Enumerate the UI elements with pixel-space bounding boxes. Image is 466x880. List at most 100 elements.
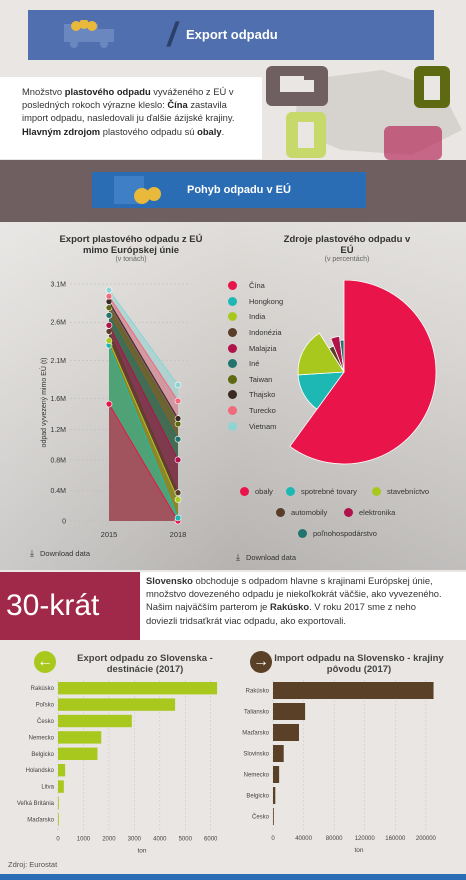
legend-swatch xyxy=(228,312,237,322)
legend-item[interactable]: Hongkong xyxy=(228,294,283,310)
bottom-section xyxy=(0,642,466,880)
legend-label: Iné xyxy=(249,359,260,369)
legend-swatch xyxy=(240,487,249,496)
legend-label: Malajzia xyxy=(249,343,277,353)
import-bar-chart: 0 40000 80000 120000 160000 200000 ton Rakúsko T… xyxy=(242,680,437,854)
series-line xyxy=(108,301,179,419)
series-line xyxy=(108,295,179,402)
bar[interactable] xyxy=(58,796,59,810)
legend-label: Turecko xyxy=(249,406,276,416)
x-tick-label: 2018 xyxy=(170,530,187,539)
bar[interactable] xyxy=(58,813,59,826)
data-point[interactable] xyxy=(105,312,113,319)
data-point[interactable] xyxy=(174,435,182,443)
legend-item[interactable]: Indonézia xyxy=(228,325,283,341)
y-tick-label: 1.2M xyxy=(50,427,66,434)
line-chart: 0 0.4M 0.8M 1.2M 1.6M 2.1M 2.6M 3.1M odpad vyvez… xyxy=(39,282,190,539)
download-data-link-1[interactable]: ⤓ Download data xyxy=(30,548,91,558)
line-chart-title: Export plastového odpadu z EÚ mimo Európ… xyxy=(59,234,203,256)
legend-label: elektronika xyxy=(359,508,396,517)
bar[interactable] xyxy=(58,682,218,695)
krat-highlight: 30-krát xyxy=(0,572,140,640)
series-line xyxy=(108,403,179,522)
arrow-right-icon: → xyxy=(250,651,272,673)
bar[interactable] xyxy=(273,724,299,741)
bar[interactable] xyxy=(58,780,64,793)
y-tick-label: Nemecko xyxy=(244,773,270,779)
bar[interactable] xyxy=(58,764,66,777)
y-tick-label: 2.6M xyxy=(50,320,66,327)
legend-item[interactable]: elektronika xyxy=(344,505,424,520)
data-point[interactable] xyxy=(174,489,182,497)
x-tick-label: 1000 xyxy=(77,837,91,843)
legend-item[interactable]: Thajsko xyxy=(228,387,283,403)
bar[interactable] xyxy=(58,698,176,711)
x-tick-label: 0 xyxy=(271,836,275,842)
bar[interactable] xyxy=(58,714,132,728)
data-point[interactable] xyxy=(174,456,182,464)
bar[interactable] xyxy=(58,747,98,760)
truck-icon xyxy=(64,20,114,48)
data-point[interactable] xyxy=(105,292,113,300)
x-tick-label: 6000 xyxy=(204,837,218,843)
series-line xyxy=(108,289,179,386)
legend-item[interactable]: Čína xyxy=(228,278,283,294)
data-point[interactable] xyxy=(105,321,113,329)
bar[interactable] xyxy=(273,787,276,804)
pie-slice[interactable] xyxy=(339,339,345,373)
x-tick-label: 80000 xyxy=(326,836,343,842)
series-line xyxy=(108,340,179,500)
legend-item[interactable]: Malajzia xyxy=(228,340,283,356)
pie-slice[interactable] xyxy=(289,280,437,465)
bar[interactable] xyxy=(273,808,274,825)
legend-swatch xyxy=(228,328,237,338)
legend-item[interactable]: spotrebné tovary xyxy=(286,484,372,499)
data-point[interactable] xyxy=(174,397,182,405)
pie-slice[interactable] xyxy=(297,332,345,376)
section-title-bar: Pohyb odpadu v EÚ xyxy=(92,172,366,208)
y-tick-label: Belgicko xyxy=(246,794,269,800)
legend-swatch xyxy=(228,281,237,291)
data-point[interactable] xyxy=(174,415,182,422)
data-point[interactable] xyxy=(174,496,182,503)
line-chart-legend: Čína Hongkong India Indonézia Malajzia Iné Tai… xyxy=(228,278,283,434)
data-point[interactable] xyxy=(174,381,182,389)
download-icon: ⤓ xyxy=(30,548,34,558)
x-tick-label: 2015 xyxy=(101,530,118,539)
pie-chart xyxy=(289,280,437,465)
legend-item[interactable]: automobily xyxy=(276,505,344,520)
bar[interactable] xyxy=(273,703,306,720)
legend-item[interactable]: Vietnam xyxy=(228,418,283,434)
legend-swatch xyxy=(228,374,237,384)
krat-text-box xyxy=(130,572,466,640)
bar[interactable] xyxy=(273,682,434,699)
legend-label: poľnohospodárstvo xyxy=(313,529,377,538)
x-tick-label: 5000 xyxy=(179,837,193,843)
download-data-link-2[interactable]: ⤓ Download data xyxy=(236,552,297,562)
export-chart-title: Export odpadu zo Slovenska - destinácie … xyxy=(77,653,213,675)
y-tick-label: Maďarsko xyxy=(27,817,54,823)
data-point[interactable] xyxy=(105,400,113,408)
series-line xyxy=(108,307,179,425)
x-axis-label: ton xyxy=(137,848,146,855)
pie-slice[interactable] xyxy=(330,335,345,373)
y-tick-label: 3.1M xyxy=(50,282,66,289)
bar[interactable] xyxy=(273,766,280,783)
legend-item[interactable]: India xyxy=(228,309,283,325)
legend-item[interactable]: poľnohospodárstvo xyxy=(298,526,418,541)
legend-swatch xyxy=(228,296,237,306)
data-point[interactable] xyxy=(105,337,113,344)
legend-item[interactable]: Turecko xyxy=(228,403,283,419)
legend-item[interactable]: stavebníctvo xyxy=(372,484,452,499)
legend-item[interactable]: obaly xyxy=(240,484,286,499)
y-tick-label: 2.1M xyxy=(50,358,66,365)
bar[interactable] xyxy=(58,731,102,744)
legend-item[interactable]: Iné xyxy=(228,356,283,372)
legend-swatch xyxy=(344,508,353,517)
series-line xyxy=(108,325,179,461)
data-point[interactable] xyxy=(174,514,182,522)
bar[interactable] xyxy=(273,745,284,762)
data-point[interactable] xyxy=(105,286,113,294)
x-tick-label: 2000 xyxy=(102,837,116,843)
legend-item[interactable]: Taiwan xyxy=(228,372,283,388)
